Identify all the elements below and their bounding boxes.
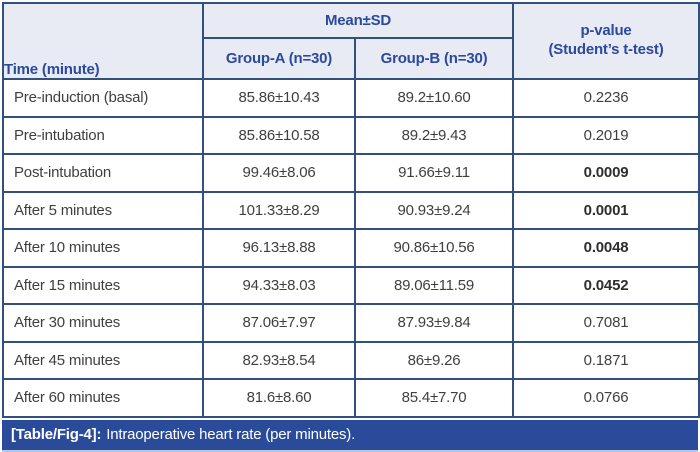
table-row: Pre-intubation 85.86±10.58 89.2±9.43 0.2… bbox=[2, 115, 700, 155]
cell-group-b: 91.66±9.11 bbox=[353, 153, 515, 193]
cell-group-a: 94.33±8.03 bbox=[202, 265, 356, 305]
cell-group-b: 89.06±11.59 bbox=[353, 265, 515, 305]
cell-group-a: 96.13±8.88 bbox=[202, 228, 356, 268]
caption-label: [Table/Fig-4]: bbox=[11, 426, 102, 443]
cell-time: Pre-induction (basal) bbox=[2, 78, 204, 118]
column-header-mean-sd: Mean±SD bbox=[201, 2, 515, 39]
cell-group-b: 89.2±10.60 bbox=[353, 78, 515, 118]
table-row: After 30 minutes 87.06±7.97 87.93±9.84 0… bbox=[2, 303, 700, 343]
cell-p-value: 0.7081 bbox=[512, 303, 700, 343]
cell-group-b: 90.86±10.56 bbox=[353, 228, 515, 268]
cell-group-a: 87.06±7.97 bbox=[202, 303, 356, 343]
table-body: Pre-induction (basal) 85.86±10.43 89.2±1… bbox=[2, 78, 700, 418]
cell-time: After 15 minutes bbox=[2, 265, 204, 305]
table-caption-bar: [Table/Fig-4]: Intraoperative heart rate… bbox=[2, 419, 698, 452]
cell-time: Pre-intubation bbox=[2, 115, 204, 155]
cell-time: Post-intubation bbox=[2, 153, 204, 193]
cell-group-a: 82.93±8.54 bbox=[202, 340, 356, 380]
cell-p-value: 0.0452 bbox=[512, 265, 700, 305]
p-value-line2: (Student’s t-test) bbox=[548, 41, 664, 58]
cell-time: After 60 minutes bbox=[2, 378, 204, 418]
cell-group-b: 89.2±9.43 bbox=[353, 115, 515, 155]
cell-p-value: 0.2019 bbox=[512, 115, 700, 155]
table-row: After 10 minutes 96.13±8.88 90.86±10.56 … bbox=[2, 228, 700, 268]
table-row: After 60 minutes 81.6±8.60 85.4±7.70 0.0… bbox=[2, 378, 700, 418]
cell-p-value: 0.2236 bbox=[512, 78, 700, 118]
column-header-group-a: Group-A (n=30) bbox=[202, 37, 356, 80]
cell-group-a: 85.86±10.58 bbox=[202, 115, 356, 155]
cell-p-value: 0.1871 bbox=[512, 340, 700, 380]
cell-time: After 30 minutes bbox=[2, 303, 204, 343]
column-header-group-b: Group-B (n=30) bbox=[353, 37, 515, 80]
cell-time: After 45 minutes bbox=[2, 340, 204, 380]
table-row: Post-intubation 99.46±8.06 91.66±9.11 0.… bbox=[2, 153, 700, 193]
column-header-p-value: p-value (Student’s t-test) bbox=[512, 2, 700, 80]
table-header: Time (minute) Mean±SD p-value (Student’s… bbox=[2, 2, 700, 80]
table-row: After 15 minutes 94.33±8.03 89.06±11.59 … bbox=[2, 265, 700, 305]
table-row: After 45 minutes 82.93±8.54 86±9.26 0.18… bbox=[2, 340, 700, 380]
p-value-line1: p-value bbox=[580, 22, 632, 40]
cell-time: After 10 minutes bbox=[2, 228, 204, 268]
table-row: Pre-induction (basal) 85.86±10.43 89.2±1… bbox=[2, 78, 700, 118]
cell-p-value: 0.0009 bbox=[512, 153, 700, 193]
cell-p-value: 0.0001 bbox=[512, 190, 700, 230]
cell-group-b: 85.4±7.70 bbox=[353, 378, 515, 418]
cell-p-value: 0.0048 bbox=[512, 228, 700, 268]
cell-group-b: 90.93±9.24 bbox=[353, 190, 515, 230]
column-header-time: Time (minute) bbox=[2, 2, 204, 80]
cell-group-a: 101.33±8.29 bbox=[202, 190, 356, 230]
table-figure: Time (minute) Mean±SD p-value (Student’s… bbox=[2, 2, 700, 418]
cell-time: After 5 minutes bbox=[2, 190, 204, 230]
heart-rate-table: Time (minute) Mean±SD p-value (Student’s… bbox=[2, 2, 700, 418]
cell-group-a: 85.86±10.43 bbox=[202, 78, 356, 118]
table-row: After 5 minutes 101.33±8.29 90.93±9.24 0… bbox=[2, 190, 700, 230]
cell-group-b: 87.93±9.84 bbox=[353, 303, 515, 343]
cell-group-a: 81.6±8.60 bbox=[202, 378, 356, 418]
caption-text: Intraoperative heart rate (per minutes). bbox=[106, 426, 356, 443]
cell-group-b: 86±9.26 bbox=[353, 340, 515, 380]
cell-p-value: 0.0766 bbox=[512, 378, 700, 418]
cell-group-a: 99.46±8.06 bbox=[202, 153, 356, 193]
